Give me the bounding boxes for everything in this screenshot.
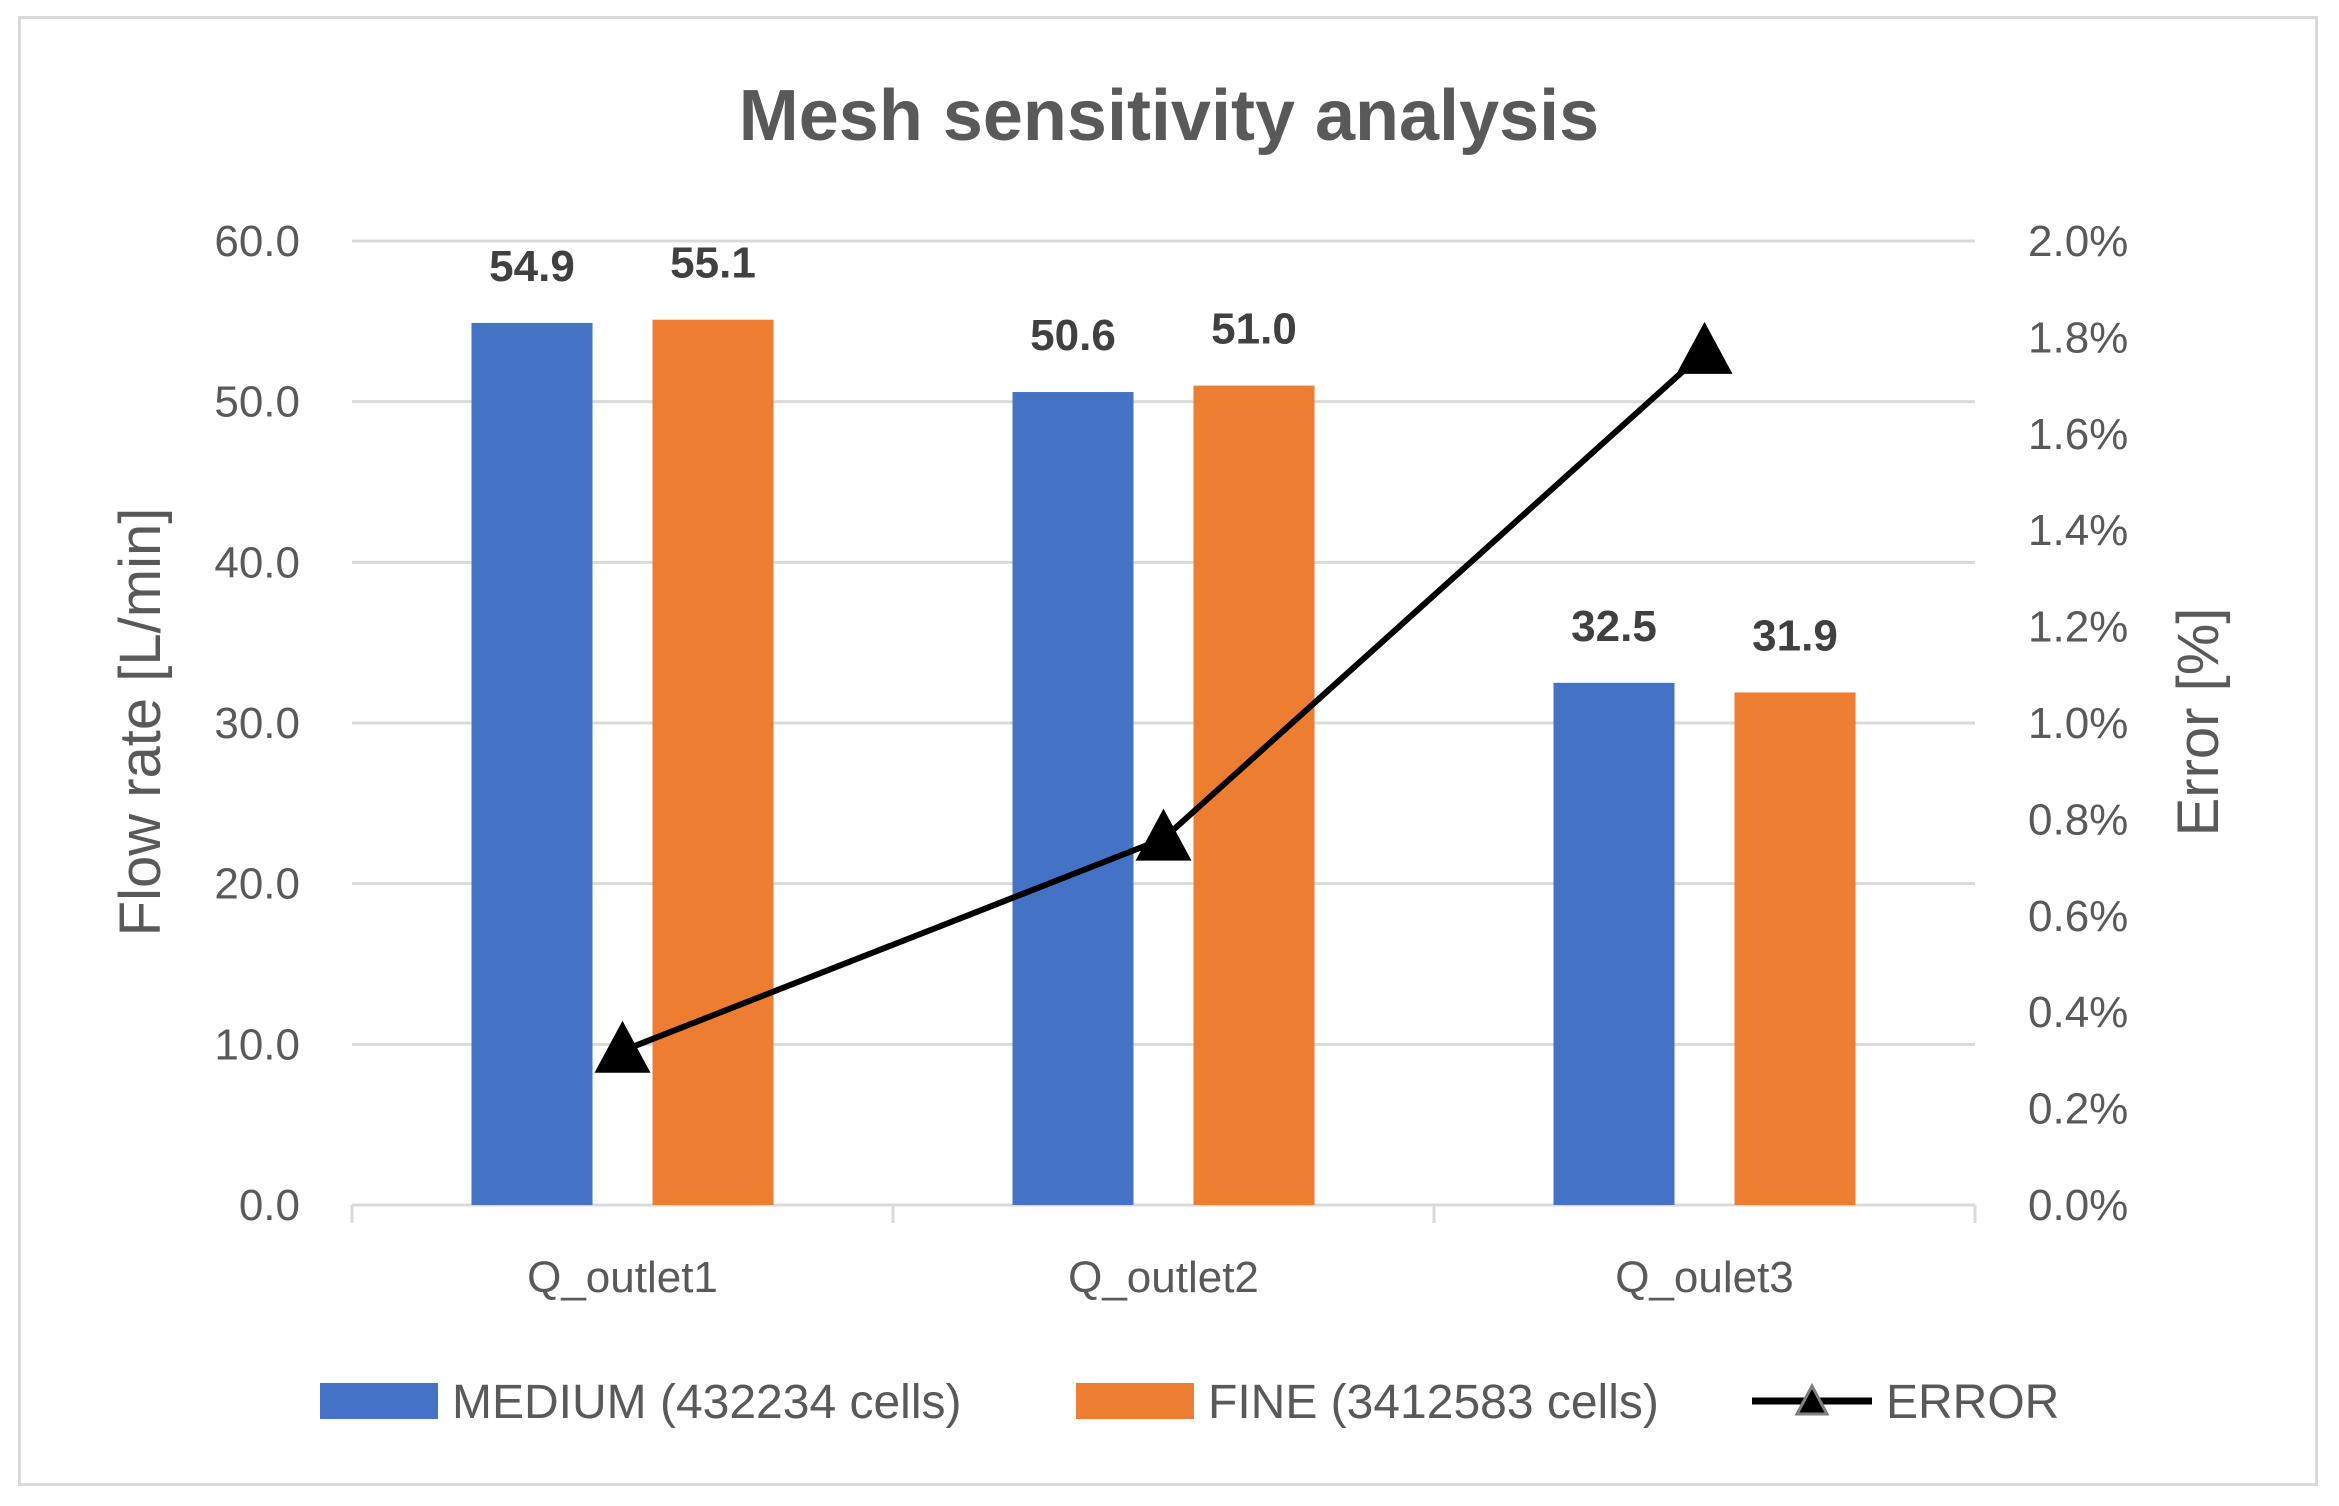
line-marker xyxy=(1676,321,1733,374)
legend: MEDIUM (432234 cells) FINE (3412583 cell… xyxy=(320,1376,2059,1429)
y2-tick-label: 0.4% xyxy=(2028,988,2128,1037)
bar xyxy=(1553,682,1675,1205)
data-labels: 54.9 50.6 32.5 55.1 51.0 31.9 xyxy=(489,239,1838,661)
legend-swatch-medium xyxy=(320,1383,438,1419)
y2-tick-label: 0.8% xyxy=(2028,795,2128,844)
gridlines xyxy=(350,239,1977,1223)
y-tick-label: 30.0 xyxy=(214,699,300,748)
legend-label-medium: MEDIUM (432234 cells) xyxy=(452,1376,961,1429)
bar xyxy=(471,322,593,1205)
line-marker xyxy=(594,1020,651,1073)
series-line xyxy=(621,349,1707,1054)
y2-tick-label: 1.0% xyxy=(2028,699,2128,748)
y2-tick-label: 0.2% xyxy=(2028,1085,2128,1134)
line-marker xyxy=(1135,808,1192,861)
axis-ticks: 0.0 10.0 20.0 30.0 40.0 50.0 60.0 0.0% 0.2% 0.4% 0… xyxy=(214,217,2128,1302)
legend-label-fine: FINE (3412583 cells) xyxy=(1208,1376,1659,1429)
y2-tick-label: 1.2% xyxy=(2028,603,2128,652)
x-tick-label: Q_oulet3 xyxy=(1615,1253,1794,1302)
x-tick-label: Q_outlet2 xyxy=(1068,1253,1259,1302)
y2-tick-label: 2.0% xyxy=(2028,217,2128,266)
data-label: 51.0 xyxy=(1211,305,1297,354)
y2-tick-label: 1.4% xyxy=(2028,506,2128,555)
y2-tick-label: 1.6% xyxy=(2028,410,2128,459)
y-tick-label: 50.0 xyxy=(214,378,300,427)
y-tick-label: 20.0 xyxy=(214,860,300,909)
y-tick-label: 0.0 xyxy=(239,1181,300,1230)
legend-label-error: ERROR xyxy=(1886,1376,2059,1429)
data-label: 31.9 xyxy=(1752,611,1838,660)
y-axis-title: Flow rate [L/min] xyxy=(108,508,173,937)
y-tick-label: 10.0 xyxy=(214,1020,300,1069)
chart-title: Mesh sensitivity analysis xyxy=(739,76,1599,156)
y-tick-label: 60.0 xyxy=(214,217,300,266)
x-tick-label: Q_outlet1 xyxy=(527,1253,718,1302)
y2-tick-label: 0.0% xyxy=(2028,1181,2128,1230)
legend-marker-error xyxy=(1794,1382,1830,1416)
data-label: 55.1 xyxy=(670,239,756,288)
error-line xyxy=(594,321,1733,1073)
data-label: 32.5 xyxy=(1571,602,1657,651)
bar xyxy=(1734,692,1856,1205)
y2-axis-title: Error [%] xyxy=(2166,608,2231,837)
y2-tick-label: 0.6% xyxy=(2028,892,2128,941)
bars xyxy=(471,319,1856,1206)
chart-frame xyxy=(18,16,2318,1486)
y2-tick-label: 1.8% xyxy=(2028,313,2128,362)
y-tick-label: 40.0 xyxy=(214,538,300,587)
data-label: 54.9 xyxy=(489,242,575,291)
bar xyxy=(652,319,774,1205)
legend-swatch-fine xyxy=(1076,1383,1194,1419)
data-label: 50.6 xyxy=(1030,311,1116,360)
bar xyxy=(1012,392,1134,1205)
